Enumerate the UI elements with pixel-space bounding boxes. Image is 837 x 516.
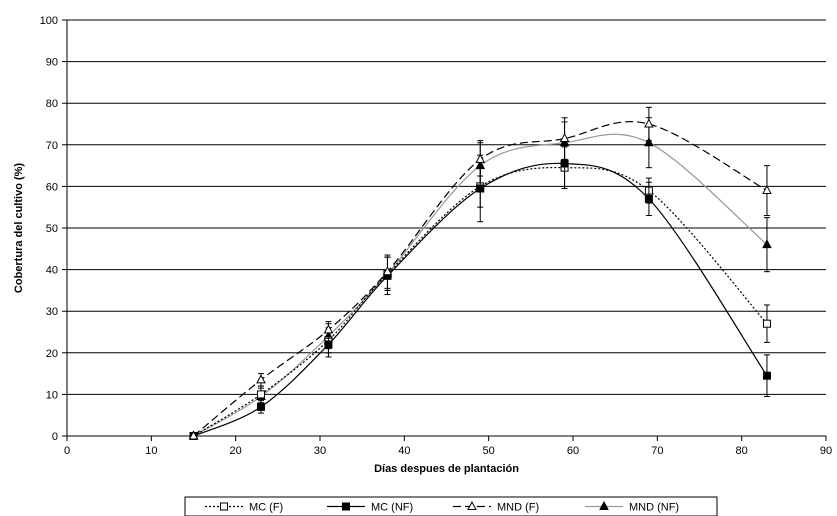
x-tick-label-70: 70 [651, 445, 663, 457]
point-mc-nf-1 [256, 402, 265, 411]
gridlines [67, 19, 826, 395]
y-tick-label-70: 70 [46, 140, 58, 152]
y-tick-label-80: 80 [46, 98, 58, 110]
point-mnd-f-4 [475, 153, 486, 163]
x-tick-label-30: 30 [314, 445, 326, 457]
legend-label-mnd-nf: MND (NF) [629, 502, 679, 514]
legend-marker-mc-f [220, 502, 228, 511]
x-tick-label-60: 60 [567, 445, 579, 457]
point-mc-f-1 [256, 390, 265, 399]
x-tick-label-40: 40 [398, 445, 410, 457]
point-mnd-f-2 [323, 324, 334, 334]
legend-marker-mc-nf [342, 502, 350, 511]
x-tick-label-80: 80 [736, 445, 748, 457]
legend-item-mnd-nf: MND (NF) [585, 500, 679, 514]
legend-marker-mnd-nf [599, 500, 609, 510]
y-tick-label-10: 10 [46, 389, 58, 401]
axes [62, 19, 827, 441]
point-mnd-f-5 [559, 132, 570, 143]
legend-item-mnd-f: MND (F) [453, 500, 539, 514]
x-tick-label-50: 50 [483, 445, 495, 457]
y-tick-label-40: 40 [46, 265, 58, 277]
y-tick-label-0: 0 [52, 431, 58, 443]
point-mc-nf-6 [644, 194, 653, 203]
point-mnd-f-6 [644, 118, 654, 128]
y-tick-labels: 0 10 20 30 40 50 60 70 80 90 100 [40, 15, 58, 443]
x-tick-label-20: 20 [230, 445, 242, 457]
legend-label-mc-f: MC (F) [249, 502, 283, 514]
series-group [188, 106, 772, 440]
y-tick-label-60: 60 [46, 181, 58, 193]
point-mnd-f-3 [382, 266, 393, 276]
y-axis-title: Cobertura del cultivo (%) [13, 163, 25, 294]
legend: MC (F) MC (NF) MND (F) MND (NF) [184, 496, 718, 516]
legend-item-mc-f: MC (F) [205, 502, 283, 514]
legend-item-mc-nf: MC (NF) [327, 502, 413, 514]
point-mc-nf-2 [324, 340, 333, 349]
y-tick-label-20: 20 [46, 348, 58, 360]
point-mc-nf-7 [762, 371, 771, 380]
point-mnd-f-0 [188, 430, 199, 440]
point-mc-nf-5 [560, 159, 569, 168]
legend-box [184, 496, 718, 516]
x-axis-title: Días despues de plantación [374, 463, 519, 475]
x-tick-labels: 0 10 20 30 40 50 60 70 80 90 [64, 445, 832, 457]
y-tick-label-50: 50 [46, 223, 58, 235]
point-mnd-nf-6 [644, 137, 654, 147]
x-tick-label-10: 10 [145, 445, 157, 457]
point-mnd-f-1 [256, 374, 266, 384]
y-tick-label-90: 90 [46, 57, 58, 69]
series-line-mnd-f [193, 121, 768, 437]
legend-label-mc-nf: MC (NF) [371, 502, 413, 514]
x-tick-label-90: 90 [820, 445, 832, 457]
y-tick-label-30: 30 [46, 306, 58, 318]
point-mc-nf-4 [476, 184, 485, 193]
x-tick-label-0: 0 [64, 445, 70, 457]
point-mnd-nf-7 [762, 239, 772, 249]
point-mnd-f-7 [762, 184, 772, 195]
point-mc-f-7 [762, 319, 771, 328]
legend-label-mnd-f: MND (F) [497, 502, 539, 514]
series-line-mc-nf [193, 162, 768, 437]
series-mnd-f [188, 106, 772, 440]
y-tick-label-100: 100 [40, 15, 58, 27]
legend-marker-mnd-f [467, 500, 477, 510]
